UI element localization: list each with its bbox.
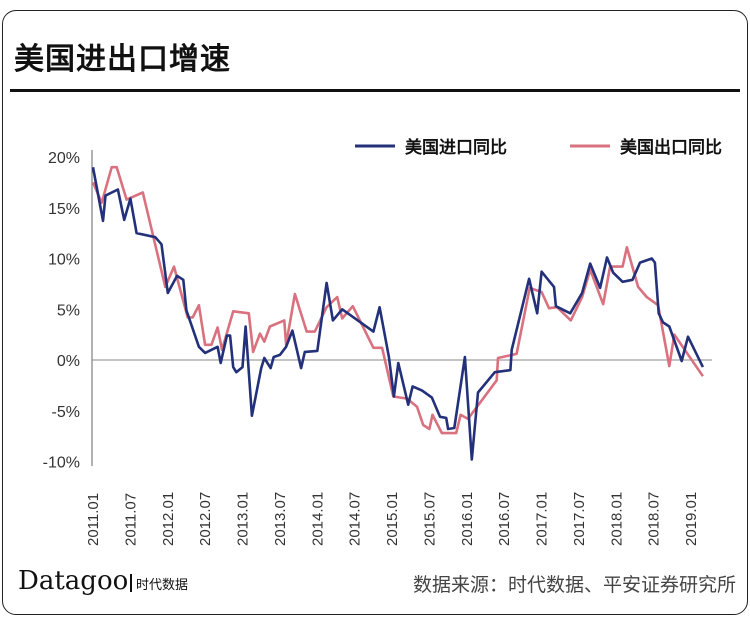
x-tick-label: 2017.07 [571, 492, 588, 546]
x-tick-label: 2016.07 [496, 492, 513, 546]
x-tick-label: 2012.07 [197, 492, 214, 546]
x-tick-label: 2013.07 [272, 492, 289, 546]
axes: 20% 15% 10% 5% 0% -5% -10% 2011.01 2011.07 2012.0… [43, 150, 712, 546]
series-lines [91, 165, 705, 461]
x-tick-label: 2013.01 [235, 492, 252, 546]
legend: 美国进口同比 美国出口同比 [355, 137, 722, 158]
data-source: 数据来源：时代数据、平安证券研究所 [412, 574, 736, 596]
x-tick-label: 2011.07 [122, 493, 139, 546]
x-tick-label: 2011.01 [85, 493, 102, 546]
y-tick-label: 0% [57, 353, 80, 370]
import-yoy-line [91, 166, 705, 461]
x-tick-label: 2016.01 [459, 492, 476, 546]
y-tick-label: -5% [52, 404, 80, 421]
y-tick-label: 20% [48, 150, 80, 167]
brand-separator [130, 574, 132, 592]
brand-logo: Datagoo [18, 566, 129, 596]
x-tick-label: 2012.01 [160, 492, 177, 546]
brand-name: 时代数据 [136, 578, 189, 593]
x-tick-label: 2018.07 [646, 492, 663, 546]
x-tick-label: 2015.01 [384, 492, 401, 546]
y-tick-label: 15% [48, 201, 80, 218]
x-tick-label: 2014.07 [347, 492, 364, 546]
y-tick-label: 10% [48, 252, 80, 269]
x-tick-label: 2019.01 [683, 492, 700, 546]
y-tick-label: -10% [43, 455, 80, 472]
x-tick-label: 2014.01 [309, 492, 326, 546]
x-tick-label: 2015.07 [421, 492, 438, 546]
legend-label: 美国进口同比 [405, 137, 507, 158]
export-yoy-line [91, 165, 704, 435]
legend-label: 美国出口同比 [620, 137, 722, 158]
title-divider [10, 89, 740, 92]
card-frame [2, 10, 748, 615]
x-tick-label: 2017.01 [534, 492, 551, 546]
x-tick-label: 2018.01 [608, 492, 625, 546]
y-tick-label: 5% [57, 302, 80, 319]
page-title: 美国进出口增速 [14, 42, 231, 77]
